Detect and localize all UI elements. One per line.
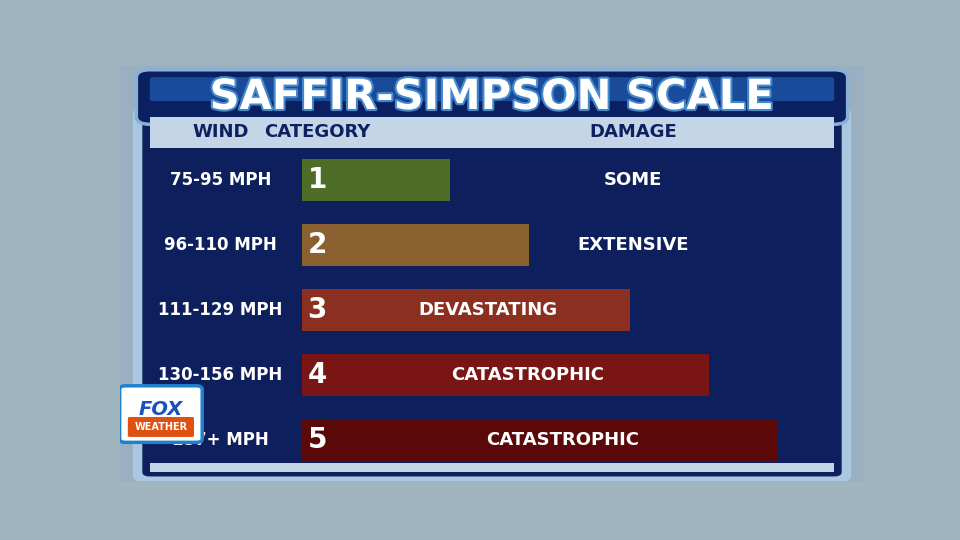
FancyBboxPatch shape [134, 109, 849, 481]
Text: EXTENSIVE: EXTENSIVE [578, 237, 689, 254]
Text: 2: 2 [307, 231, 326, 259]
FancyBboxPatch shape [128, 417, 194, 437]
FancyBboxPatch shape [150, 77, 834, 101]
Text: 96-110 MPH: 96-110 MPH [164, 237, 276, 254]
FancyBboxPatch shape [120, 386, 203, 442]
FancyBboxPatch shape [302, 289, 630, 331]
FancyBboxPatch shape [120, 65, 864, 481]
Text: SAFFIR-SIMPSON SCALE: SAFFIR-SIMPSON SCALE [209, 76, 775, 118]
FancyBboxPatch shape [302, 224, 529, 266]
Text: WIND: WIND [192, 123, 249, 141]
Text: 5: 5 [307, 426, 327, 454]
Text: 1: 1 [307, 166, 326, 194]
Text: 3: 3 [307, 296, 326, 324]
Text: DEVASTATING: DEVASTATING [419, 301, 558, 319]
Text: 130-156 MPH: 130-156 MPH [158, 366, 282, 384]
Text: CATASTROPHIC: CATASTROPHIC [486, 431, 638, 449]
Text: 157+ MPH: 157+ MPH [172, 431, 269, 449]
FancyBboxPatch shape [150, 463, 834, 472]
FancyBboxPatch shape [302, 159, 450, 201]
Text: CATEGORY: CATEGORY [264, 123, 371, 141]
FancyBboxPatch shape [302, 419, 778, 461]
FancyBboxPatch shape [142, 113, 842, 476]
Text: 4: 4 [307, 361, 326, 389]
Text: DAMAGE: DAMAGE [589, 123, 677, 141]
Text: SOME: SOME [604, 171, 662, 190]
Text: FOX: FOX [139, 400, 183, 419]
Text: 75-95 MPH: 75-95 MPH [170, 171, 271, 190]
Text: WEATHER: WEATHER [134, 422, 187, 432]
Text: CATASTROPHIC: CATASTROPHIC [451, 366, 605, 384]
FancyBboxPatch shape [150, 117, 834, 148]
Text: 111-129 MPH: 111-129 MPH [158, 301, 282, 319]
FancyBboxPatch shape [302, 354, 709, 396]
FancyBboxPatch shape [136, 70, 848, 124]
